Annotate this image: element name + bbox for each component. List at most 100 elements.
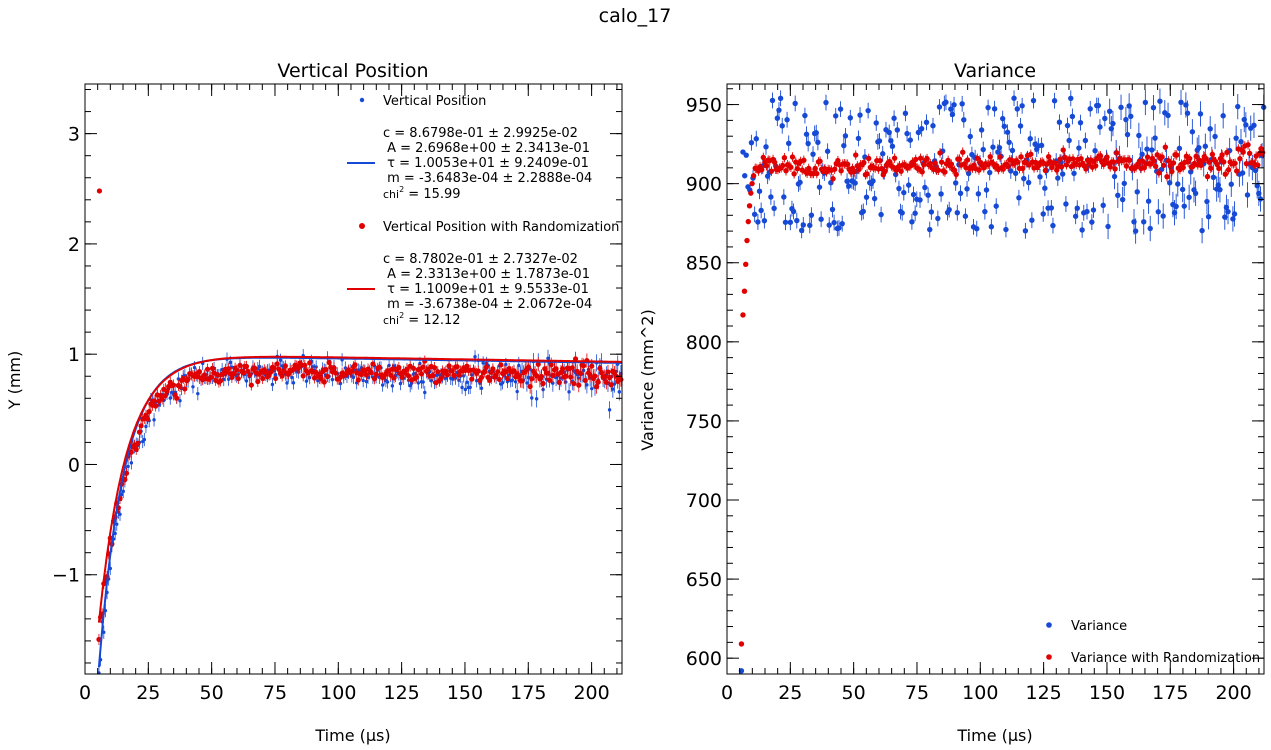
legend-marker-vertical-position-randomization [359, 223, 365, 229]
data-point [802, 112, 808, 119]
data-point [385, 380, 390, 384]
data-point [487, 377, 493, 383]
data-point [1216, 165, 1222, 172]
data-point [938, 159, 945, 165]
data-point [454, 364, 460, 370]
data-point [753, 136, 759, 142]
data-point [418, 371, 425, 377]
data-point [978, 127, 985, 133]
data-point [935, 167, 942, 173]
y-tick-label: 1 [68, 344, 80, 366]
data-point [547, 377, 553, 383]
data-point [587, 372, 593, 378]
data-point [1164, 173, 1170, 180]
data-point [1157, 98, 1163, 104]
data-point [803, 131, 810, 137]
data-point [168, 396, 172, 400]
fit-param-c-1: c = 8.6798e-01 ± 2.9925e-02 [383, 126, 578, 141]
data-point [115, 522, 119, 526]
data-point [790, 208, 797, 215]
data-point [842, 133, 849, 139]
data-point [463, 387, 468, 392]
y-tick-label: 950 [686, 95, 722, 117]
data-point [1097, 124, 1103, 130]
data-point [962, 213, 969, 219]
data-point [1188, 169, 1194, 175]
data-point [1232, 160, 1238, 167]
data-point [913, 156, 919, 163]
data-point [1233, 168, 1240, 174]
variance-legend: Variance Variance with Randomization [1046, 619, 1260, 666]
data-point [1203, 155, 1209, 162]
data-point [1128, 113, 1134, 120]
data-point [1114, 150, 1120, 156]
early-data-point [741, 288, 748, 294]
data-point [500, 381, 505, 385]
data-point [841, 142, 847, 149]
data-point [421, 380, 425, 384]
data-point [814, 170, 820, 177]
data-point [951, 102, 957, 108]
data-point [789, 154, 796, 160]
data-point [1217, 186, 1223, 193]
x-tick-label: 50 [842, 682, 866, 704]
data-point [980, 146, 986, 153]
data-point [1011, 95, 1017, 101]
data-point [830, 176, 836, 182]
data-point [1051, 98, 1058, 104]
data-point [923, 119, 930, 126]
data-point [576, 382, 582, 388]
data-point [952, 180, 959, 186]
data-point [932, 160, 938, 166]
data-point [1156, 170, 1162, 176]
data-point [1199, 227, 1205, 234]
data-point [1095, 102, 1102, 109]
data-point [278, 358, 283, 362]
data-point [1100, 202, 1106, 208]
data-point [1009, 147, 1016, 154]
data-point [987, 169, 993, 176]
data-point [1228, 181, 1234, 187]
data-point [826, 222, 832, 228]
data-point [364, 379, 369, 384]
data-point [878, 211, 884, 218]
data-point [577, 370, 584, 377]
data-point [922, 184, 928, 191]
data-point [1077, 119, 1084, 126]
data-point [530, 396, 534, 400]
data-point [548, 362, 554, 368]
data-point [170, 382, 177, 388]
data-point [1239, 170, 1246, 176]
chi-label-1: chi [383, 188, 399, 201]
data-point [857, 112, 863, 118]
data-point [1208, 165, 1214, 171]
data-point [771, 205, 777, 212]
data-point [617, 390, 622, 394]
legend-marker-variance [1046, 622, 1052, 628]
legend-label-vertical-position: Vertical Position [383, 94, 486, 109]
data-point [1092, 163, 1099, 169]
data-point [1074, 205, 1080, 211]
data-point [608, 382, 614, 388]
data-point [1141, 219, 1147, 225]
data-point [468, 385, 472, 390]
data-point [904, 130, 910, 137]
data-point [1212, 133, 1218, 140]
variance-panel: Variance 0 25 50 75 100 125 150 175 200 600 650 700… [638, 60, 1267, 745]
data-point [504, 375, 511, 382]
data-point [1090, 207, 1097, 213]
data-point [871, 195, 878, 202]
variance-axes: 0 25 50 75 100 125 150 175 200 600 650 700 750 800 850… [686, 83, 1265, 704]
data-point [330, 377, 335, 382]
data-point [1089, 219, 1095, 225]
data-point [1237, 156, 1243, 162]
data-point [248, 382, 254, 388]
data-point [159, 396, 165, 402]
data-point [1222, 171, 1229, 177]
data-point [481, 361, 485, 365]
early-data-point [740, 312, 746, 318]
data-point [847, 115, 854, 121]
data-point [805, 140, 811, 147]
data-point [853, 152, 859, 158]
data-point [1204, 198, 1210, 205]
